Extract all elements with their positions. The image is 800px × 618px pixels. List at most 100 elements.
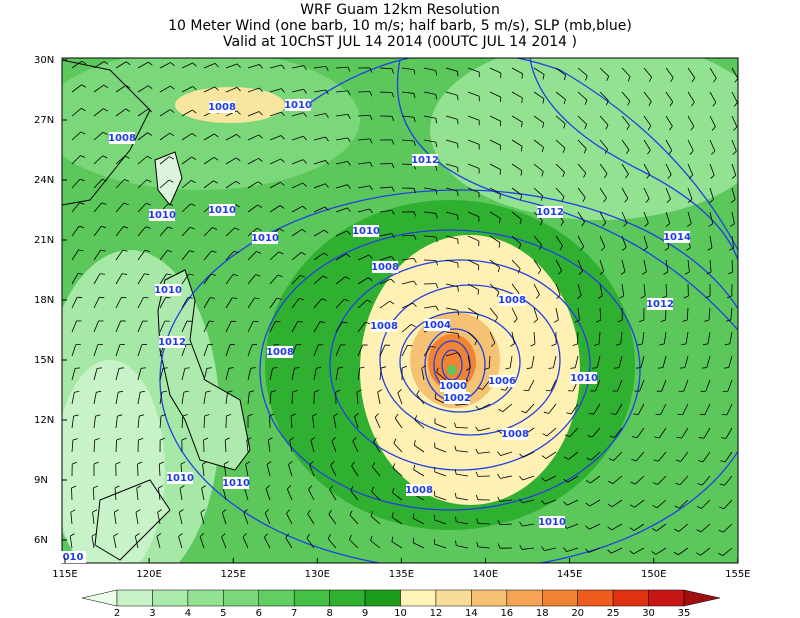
wind-barb [489, 259, 500, 268]
colorbar-box [329, 589, 366, 607]
wind-barb [705, 295, 711, 299]
wind-barb [191, 133, 197, 137]
wind-barb [421, 368, 425, 381]
wind-barb [291, 368, 295, 381]
wind-barb [558, 270, 562, 275]
wind-barb [349, 534, 352, 540]
wind-barb [159, 226, 169, 237]
wind-barb [346, 207, 351, 212]
wind-barb [454, 516, 457, 522]
wind-barb [499, 193, 501, 199]
wind-barb [709, 91, 717, 103]
wind-barb [137, 461, 143, 465]
wind-barb [701, 475, 711, 486]
wind-barb [521, 410, 527, 414]
wind-barb [135, 509, 141, 513]
lat-tick-label: 18N [34, 295, 54, 306]
wind-barb [235, 204, 240, 208]
contour-label: 1010 [166, 473, 194, 484]
wind-barb [210, 273, 216, 276]
wind-barb [523, 389, 529, 392]
wind-barb [413, 444, 425, 453]
wind-barb [313, 206, 326, 213]
wind-barb [577, 331, 579, 345]
wind-barb [269, 251, 280, 261]
wind-barb [269, 274, 279, 285]
wind-barb [100, 249, 106, 252]
wind-barb [359, 366, 365, 369]
wind-barb [416, 394, 425, 405]
wind-barb [366, 299, 372, 303]
wind-barb [621, 187, 629, 199]
wind-barb [665, 67, 674, 78]
colorbar-label: 4 [185, 608, 191, 618]
wind-barb [270, 390, 276, 393]
wind-barb [377, 389, 383, 393]
wind-barb [200, 512, 205, 525]
wind-barb [156, 533, 162, 537]
wind-barb [265, 485, 271, 489]
wind-barb [357, 368, 361, 381]
wind-barb [643, 163, 651, 175]
wind-barb [203, 273, 212, 285]
wind-barb [413, 440, 416, 446]
wind-barb [570, 367, 576, 369]
wind-barb [643, 139, 651, 151]
wind-barb [95, 414, 101, 417]
wind-barb [258, 111, 263, 116]
wind-barb [588, 412, 594, 415]
wind-barb [617, 319, 623, 323]
wind-barb [162, 367, 168, 369]
wind-barb [731, 163, 737, 176]
wind-barb [435, 94, 438, 100]
wind-barb [562, 172, 565, 178]
wind-barb [548, 403, 557, 414]
contour-label: 1010 [148, 210, 176, 221]
wind-barb [115, 297, 122, 309]
wind-barb [236, 87, 241, 92]
wind-barb [225, 134, 237, 141]
wind-barb [590, 451, 601, 461]
wind-barb [577, 139, 587, 149]
wind-barb [612, 475, 623, 484]
lon-tick-label: 130E [305, 569, 330, 580]
wind-barb [392, 463, 396, 469]
wind-barb [593, 403, 601, 415]
wind-barb [401, 302, 414, 309]
wind-barb [413, 518, 425, 525]
wind-barb [553, 355, 557, 368]
wind-barb [291, 205, 303, 213]
wind-barb [181, 109, 193, 117]
wind-barb [665, 211, 671, 224]
wind-barb [522, 547, 535, 550]
wind-barb [489, 91, 502, 98]
wind-barb [269, 111, 282, 117]
wind-barb [313, 89, 326, 93]
wind-barb [467, 307, 479, 315]
wind-barb [620, 271, 626, 275]
wind-barb [663, 331, 667, 344]
wind-barb [605, 124, 609, 130]
wind-barb [533, 187, 544, 197]
wind-barb [244, 488, 249, 501]
wind-barb [247, 204, 258, 213]
wind-barb [690, 126, 695, 131]
wind-barb [599, 307, 602, 320]
contour-label: 010 [63, 552, 84, 563]
wind-barb [555, 259, 563, 271]
wind-barb [137, 297, 144, 309]
wind-barb [555, 115, 566, 124]
wind-barb [559, 245, 564, 251]
wind-barb [479, 403, 491, 410]
wind-barb [158, 485, 163, 489]
wind-barb [555, 307, 559, 320]
wind-barb [445, 283, 458, 288]
wind-barb [137, 250, 146, 261]
wind-barb [413, 140, 416, 146]
wind-barb [637, 343, 643, 346]
wind-barb [178, 536, 183, 549]
wind-barb [179, 488, 183, 501]
wind-barb [629, 550, 634, 555]
wind-barb [574, 355, 579, 368]
wind-barb [289, 440, 293, 453]
